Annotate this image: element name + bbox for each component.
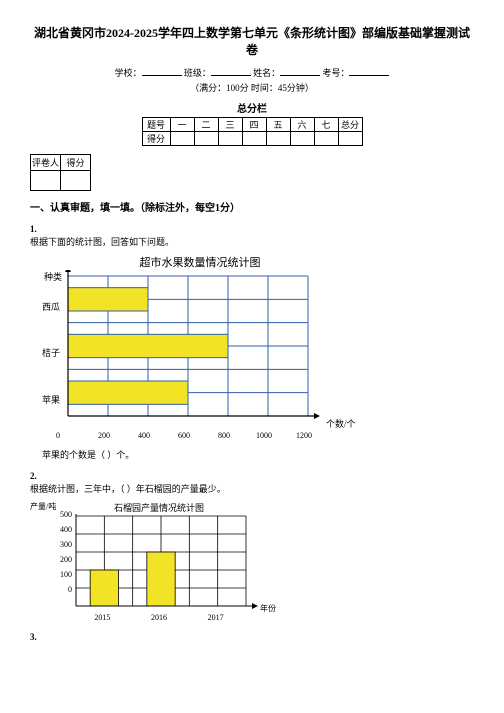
name-blank[interactable] bbox=[280, 66, 320, 76]
score-cell[interactable] bbox=[170, 132, 194, 146]
chart1-xtick: 1200 bbox=[284, 431, 324, 440]
chart1-xtick: 600 bbox=[164, 431, 204, 440]
chart2: 产量/吨 0100200300400500 石榴园产量情况统计图 2015201… bbox=[30, 501, 474, 622]
chart1-cat-label: 桔子 bbox=[42, 330, 60, 377]
chart2-xtick: 2016 bbox=[131, 613, 188, 622]
school-blank[interactable] bbox=[142, 66, 182, 76]
chart1-cat-label: 苹果 bbox=[42, 376, 60, 423]
examno-label: 考号： bbox=[322, 68, 349, 78]
chart1-cat-label: 西瓜 bbox=[42, 283, 60, 330]
score-h6: 六 bbox=[290, 118, 314, 132]
score-cell[interactable] bbox=[290, 132, 314, 146]
grader-table: 评卷人 得分 bbox=[30, 154, 91, 191]
score-h5: 五 bbox=[266, 118, 290, 132]
grader-h0: 评卷人 bbox=[31, 155, 61, 171]
school-label: 学校： bbox=[115, 68, 142, 78]
score-h7: 七 bbox=[314, 118, 338, 132]
chart2-ytick: 0 bbox=[30, 587, 72, 602]
chart1-xtick: 800 bbox=[204, 431, 244, 440]
grader-cell[interactable] bbox=[31, 171, 61, 191]
q1-after: 苹果的个数是（ ）个。 bbox=[42, 448, 474, 461]
chart2-xtick: 2015 bbox=[74, 613, 131, 622]
score-h0: 题号 bbox=[142, 118, 170, 132]
chart1-ylabel: 种类 bbox=[30, 270, 64, 283]
grader-cell[interactable] bbox=[61, 171, 91, 191]
chart1-title: 超市水果数量情况统计图 bbox=[60, 254, 340, 270]
chart2-xtick: 2017 bbox=[187, 613, 244, 622]
name-label: 姓名： bbox=[253, 68, 280, 78]
chart1-xtick: 0 bbox=[56, 431, 84, 440]
section-1-head: 一、认真审题，填一填。（除标注外，每空1分） bbox=[30, 199, 474, 214]
chart2-title: 石榴园产量情况统计图 bbox=[74, 501, 244, 514]
score-h3: 三 bbox=[218, 118, 242, 132]
q2-text: 根据统计图，三年中，（ ）年石榴园的产量最少。 bbox=[30, 482, 474, 495]
score-cell[interactable] bbox=[242, 132, 266, 146]
chart1: 超市水果数量情况统计图 种类 西瓜桔子苹果 020040060080010001… bbox=[30, 254, 474, 440]
q3-num: 3. bbox=[30, 632, 474, 642]
chart2-svg bbox=[74, 514, 260, 610]
score-h1: 一 bbox=[170, 118, 194, 132]
meta-row: 学校： 班级： 姓名： 考号： bbox=[30, 66, 474, 79]
q1-num: 1. bbox=[30, 224, 474, 234]
q2-num: 2. bbox=[30, 471, 474, 481]
chart1-xlabel: 个数/个 bbox=[326, 417, 356, 430]
score-center-label: 总分栏 bbox=[30, 100, 474, 115]
chart1-xtick: 400 bbox=[124, 431, 164, 440]
score-cell[interactable] bbox=[266, 132, 290, 146]
score-h8: 总分 bbox=[338, 118, 362, 132]
score-cell[interactable] bbox=[314, 132, 338, 146]
page-title: 湖北省黄冈市2024-2025学年四上数学第七单元《条形统计图》部编版基础掌握测… bbox=[30, 24, 474, 58]
chart1-xtick: 1000 bbox=[244, 431, 284, 440]
score-cell[interactable] bbox=[194, 132, 218, 146]
q1-text: 根据下面的统计图，回答如下问题。 bbox=[30, 235, 474, 248]
chart2-xlabel: 年份 bbox=[260, 603, 276, 614]
score-cell[interactable] bbox=[338, 132, 362, 146]
subtitle: （满分：100分 时间：45分钟） bbox=[30, 81, 474, 94]
chart1-xtick: 200 bbox=[84, 431, 124, 440]
chart2-ytick: 100 bbox=[30, 572, 72, 587]
score-cell[interactable] bbox=[218, 132, 242, 146]
score-r2-first: 得分 bbox=[142, 132, 170, 146]
class-label: 班级： bbox=[184, 68, 211, 78]
class-blank[interactable] bbox=[211, 66, 251, 76]
score-table: 题号 一 二 三 四 五 六 七 总分 得分 bbox=[142, 117, 363, 146]
examno-blank[interactable] bbox=[349, 66, 389, 76]
score-h4: 四 bbox=[242, 118, 266, 132]
score-h2: 二 bbox=[194, 118, 218, 132]
chart1-svg bbox=[64, 270, 324, 428]
grader-h1: 得分 bbox=[61, 155, 91, 171]
